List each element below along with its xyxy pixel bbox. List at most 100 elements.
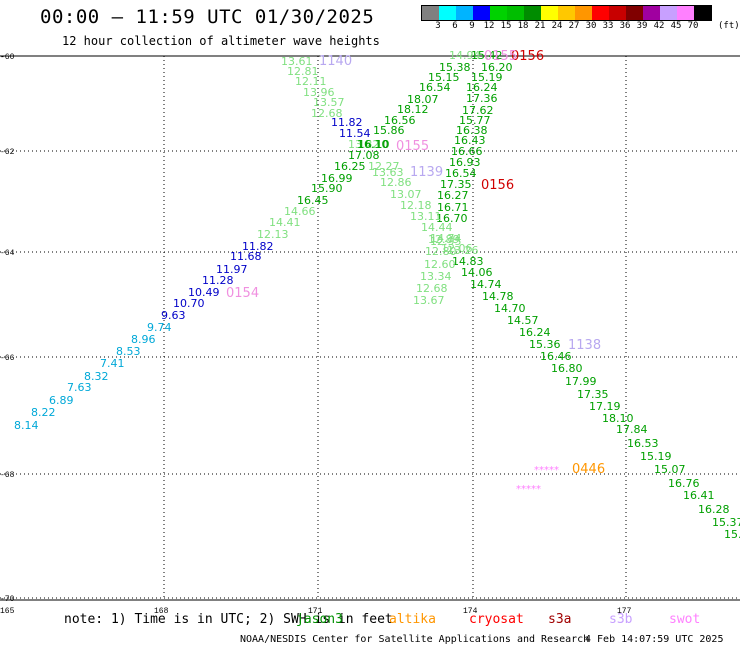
wave-height-label: 12.18 xyxy=(400,199,432,212)
colorbar-label: 9 xyxy=(469,21,475,31)
wave-height-label: 16.10 xyxy=(358,138,390,151)
legend-item-swot: swot xyxy=(669,612,701,627)
wave-height-label: 16.76 xyxy=(668,477,700,490)
wave-height-label: 7.63 xyxy=(67,381,92,394)
wave-height-label: 13.07 xyxy=(390,188,422,201)
colorbar-label: 30 xyxy=(585,21,597,31)
colorbar-swatch xyxy=(626,6,643,20)
colorbar-swatch xyxy=(575,6,592,20)
wave-height-label: 16.99 xyxy=(321,172,353,185)
wave-height-label: 12.89 xyxy=(428,233,460,246)
wave-height-label: 14.74 xyxy=(430,232,462,245)
wave-height-label: 11.97 xyxy=(216,263,248,276)
grid-lines xyxy=(0,56,740,600)
x-tick: 165 xyxy=(0,607,15,616)
wave-height-label: 13.67 xyxy=(413,294,445,307)
axis-labels: -60 -62 -64 -66 -68 -70 165 168 171 174 … xyxy=(0,53,632,616)
wave-height-label: 7.41 xyxy=(100,357,125,370)
wave-height-label: 12.06 xyxy=(441,242,473,255)
wave-height-label: 17.62 xyxy=(462,104,494,117)
wave-height-label: 16.24 xyxy=(519,326,551,339)
colorbar-label: 24 xyxy=(551,21,563,31)
wave-height-label: 18.12 xyxy=(397,103,429,116)
wave-height-label: 13.63 xyxy=(372,166,404,179)
wave-height-label: 12.81 xyxy=(287,65,319,78)
pass-time-label: 1140 xyxy=(319,54,352,69)
wave-height-label: 15.37 xyxy=(712,516,740,529)
wave-height-label: 8.22 xyxy=(31,406,56,419)
swot-marker: ***** xyxy=(534,465,559,476)
colorbar-swatch xyxy=(643,6,660,20)
pass-time-label: 0156 xyxy=(481,178,514,193)
colorbar-swatch xyxy=(439,6,456,20)
wave-height-label: 16.80 xyxy=(551,362,583,375)
wave-height-label: 17.84 xyxy=(616,423,648,436)
wave-height-label: 15.36 xyxy=(529,338,561,351)
wave-height-label: 13.11 xyxy=(410,210,442,223)
wave-height-label: 16.93 xyxy=(449,156,481,169)
x-tick: 171 xyxy=(308,607,323,616)
wave-height-label: 14.57 xyxy=(507,314,539,327)
colorbar-swatch xyxy=(490,6,507,20)
colorbar-swatch xyxy=(524,6,541,20)
wave-height-label: 8.96 xyxy=(131,333,156,346)
legend-item-s3a: s3a xyxy=(548,612,572,627)
note-text: note: 1) Time is in UTC; 2) SWH is in fe… xyxy=(64,612,393,627)
wave-height-label: 16.53 xyxy=(627,437,659,450)
y-tick: -60 xyxy=(0,53,15,62)
colorbar xyxy=(421,5,712,21)
wave-height-label: 15.15 xyxy=(428,71,460,84)
y-tick: -70 xyxy=(0,595,15,604)
wave-height-label: 9.74 xyxy=(147,321,172,334)
wave-height-label: 14.06 xyxy=(461,266,493,279)
colorbar-label: 36 xyxy=(619,21,631,31)
colorbar-swatch xyxy=(558,6,575,20)
colorbar-swatch xyxy=(677,6,694,20)
wave-height-label: 12.13 xyxy=(257,228,289,241)
wave-height-label: 14.70 xyxy=(494,302,526,315)
wave-height-label: 14.66 xyxy=(284,205,316,218)
wave-height-label: 10.70 xyxy=(173,297,205,310)
wave-height-label: 11.54 xyxy=(339,127,371,140)
wave-height-label: 11.68 xyxy=(230,250,262,263)
wave-height-label: 12.95 xyxy=(430,235,462,248)
colorbar-label: 12 xyxy=(483,21,495,31)
wave-height-label: 16.10 xyxy=(357,138,389,151)
wave-height-label: 10.49 xyxy=(188,286,220,299)
pass-time-label: 0155 xyxy=(396,139,429,154)
colorbar-label: 39 xyxy=(636,21,648,31)
wave-height-label: 17.35 xyxy=(440,178,472,191)
pass-time-label: 0156 xyxy=(511,49,544,64)
wave-height-label: 16.46 xyxy=(540,350,572,363)
colorbar-swatch xyxy=(507,6,524,20)
wave-height-label: 16.54 xyxy=(419,81,451,94)
wave-height-label: 8.14 xyxy=(14,419,39,432)
wave-height-label: 14.78 xyxy=(482,290,514,303)
wave-height-label: 15. xyxy=(724,528,740,541)
wave-height-label: 12.60 xyxy=(424,258,456,271)
wave-height-label: 16.41 xyxy=(683,489,715,502)
colorbar-label: 42 xyxy=(653,21,665,31)
x-tick: 174 xyxy=(463,607,478,616)
wave-height-label: 16.25 xyxy=(334,160,366,173)
colorbar-label: 6 xyxy=(452,21,458,31)
colorbar-label: 15 xyxy=(500,21,512,31)
wave-height-label: 6.89 xyxy=(49,394,74,407)
pass-time-label: 0155 xyxy=(484,49,517,64)
wave-height-label: 8.53 xyxy=(116,345,141,358)
colorbar-swatch xyxy=(592,6,609,20)
wave-height-label: 9.63 xyxy=(161,309,186,322)
wave-height-label: 15.77 xyxy=(459,114,491,127)
wave-height-label: 11.82 xyxy=(331,116,363,129)
footer-timestamp: 4 Feb 14:07:59 UTC 2025 xyxy=(585,634,724,645)
wave-height-label: 12.11 xyxy=(295,75,327,88)
wave-height-label: 14.74 xyxy=(470,278,502,291)
legend-item-s3b: s3b xyxy=(609,612,633,627)
pass-time-label: 1139 xyxy=(410,165,443,180)
pass-time-label: 1138 xyxy=(568,338,601,353)
colorbar-label: 18 xyxy=(517,21,529,31)
wave-height-label: 13.57 xyxy=(313,96,345,109)
wave-height-label: 14.41 xyxy=(269,216,301,229)
pass-time-label: 0154 xyxy=(226,286,259,301)
